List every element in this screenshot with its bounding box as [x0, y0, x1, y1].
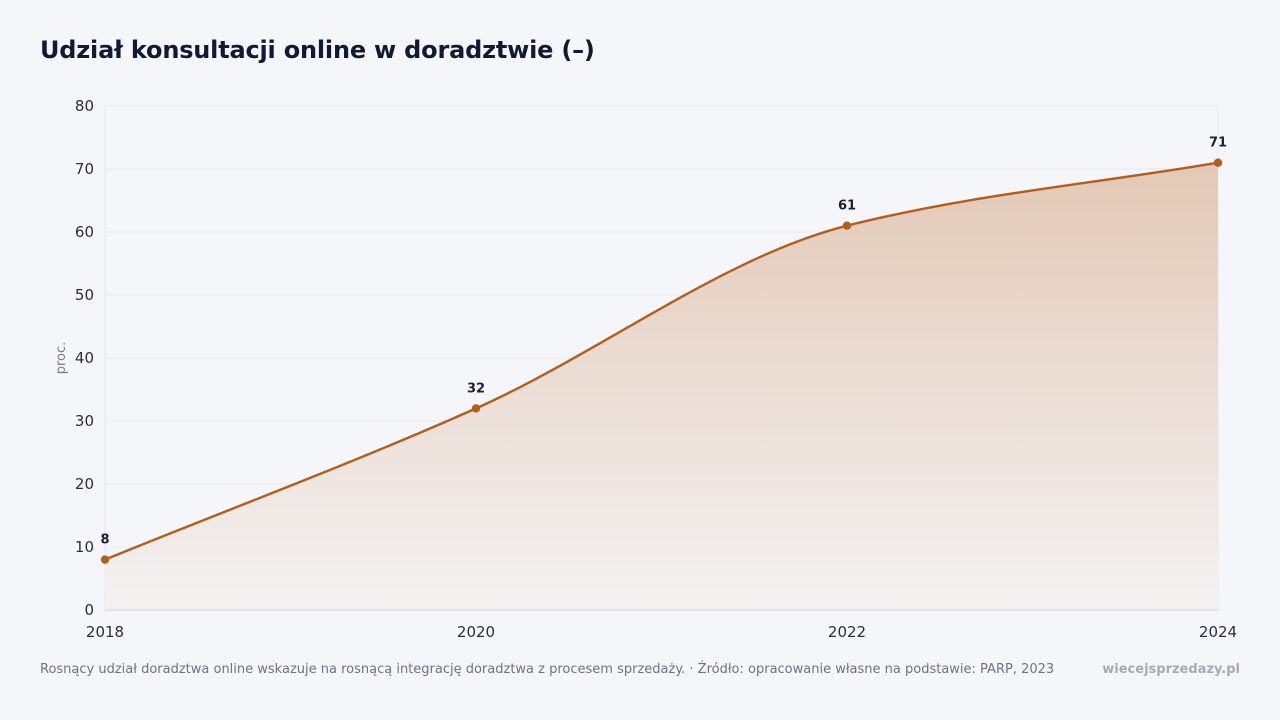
brand-label: wiecejsprzedazy.pl: [1102, 662, 1240, 677]
data-point: [100, 555, 110, 564]
y-tick-label: 80: [75, 97, 94, 115]
data-point: [1213, 158, 1223, 167]
footer: Rosnący udział doradztwa online wskazuje…: [40, 662, 1240, 677]
point-layer: [100, 158, 1223, 564]
series-line: [103, 161, 1220, 561]
y-tick-label: 10: [75, 538, 94, 556]
line-layer: [103, 161, 1220, 561]
y-tick-label: 40: [75, 349, 94, 367]
chart-title: Udział konsultacji online w doradztwie (…: [40, 36, 595, 64]
data-label: 71: [1209, 136, 1227, 151]
y-tick-label: 0: [84, 601, 94, 619]
area-fill: [105, 162, 1218, 610]
y-axis-label: proc.: [54, 342, 69, 375]
source-note: Rosnący udział doradztwa online wskazuje…: [40, 662, 1055, 677]
data-point: [471, 404, 481, 413]
area-layer: [105, 162, 1218, 610]
y-tick-label: 60: [75, 223, 94, 241]
x-tick-label: 2020: [457, 623, 495, 641]
x-tick-label: 2022: [828, 623, 866, 641]
data-label: 8: [100, 533, 109, 548]
data-label: 32: [467, 381, 485, 396]
x-tick-label: 2024: [1199, 623, 1237, 641]
y-tick-label: 50: [75, 286, 94, 304]
y-tick-label: 20: [75, 475, 94, 493]
data-label: 61: [838, 199, 856, 214]
y-tick-label: 70: [75, 160, 94, 178]
axis-layer: 0 10 20 30 40 50 60 70 80 2018 2020 2022 2024 proc.: [54, 97, 1237, 641]
x-tick-label: 2018: [86, 623, 124, 641]
y-tick-label: 30: [75, 412, 94, 430]
label-layer: 8 32 61 71: [100, 136, 1227, 548]
data-point: [842, 221, 852, 230]
